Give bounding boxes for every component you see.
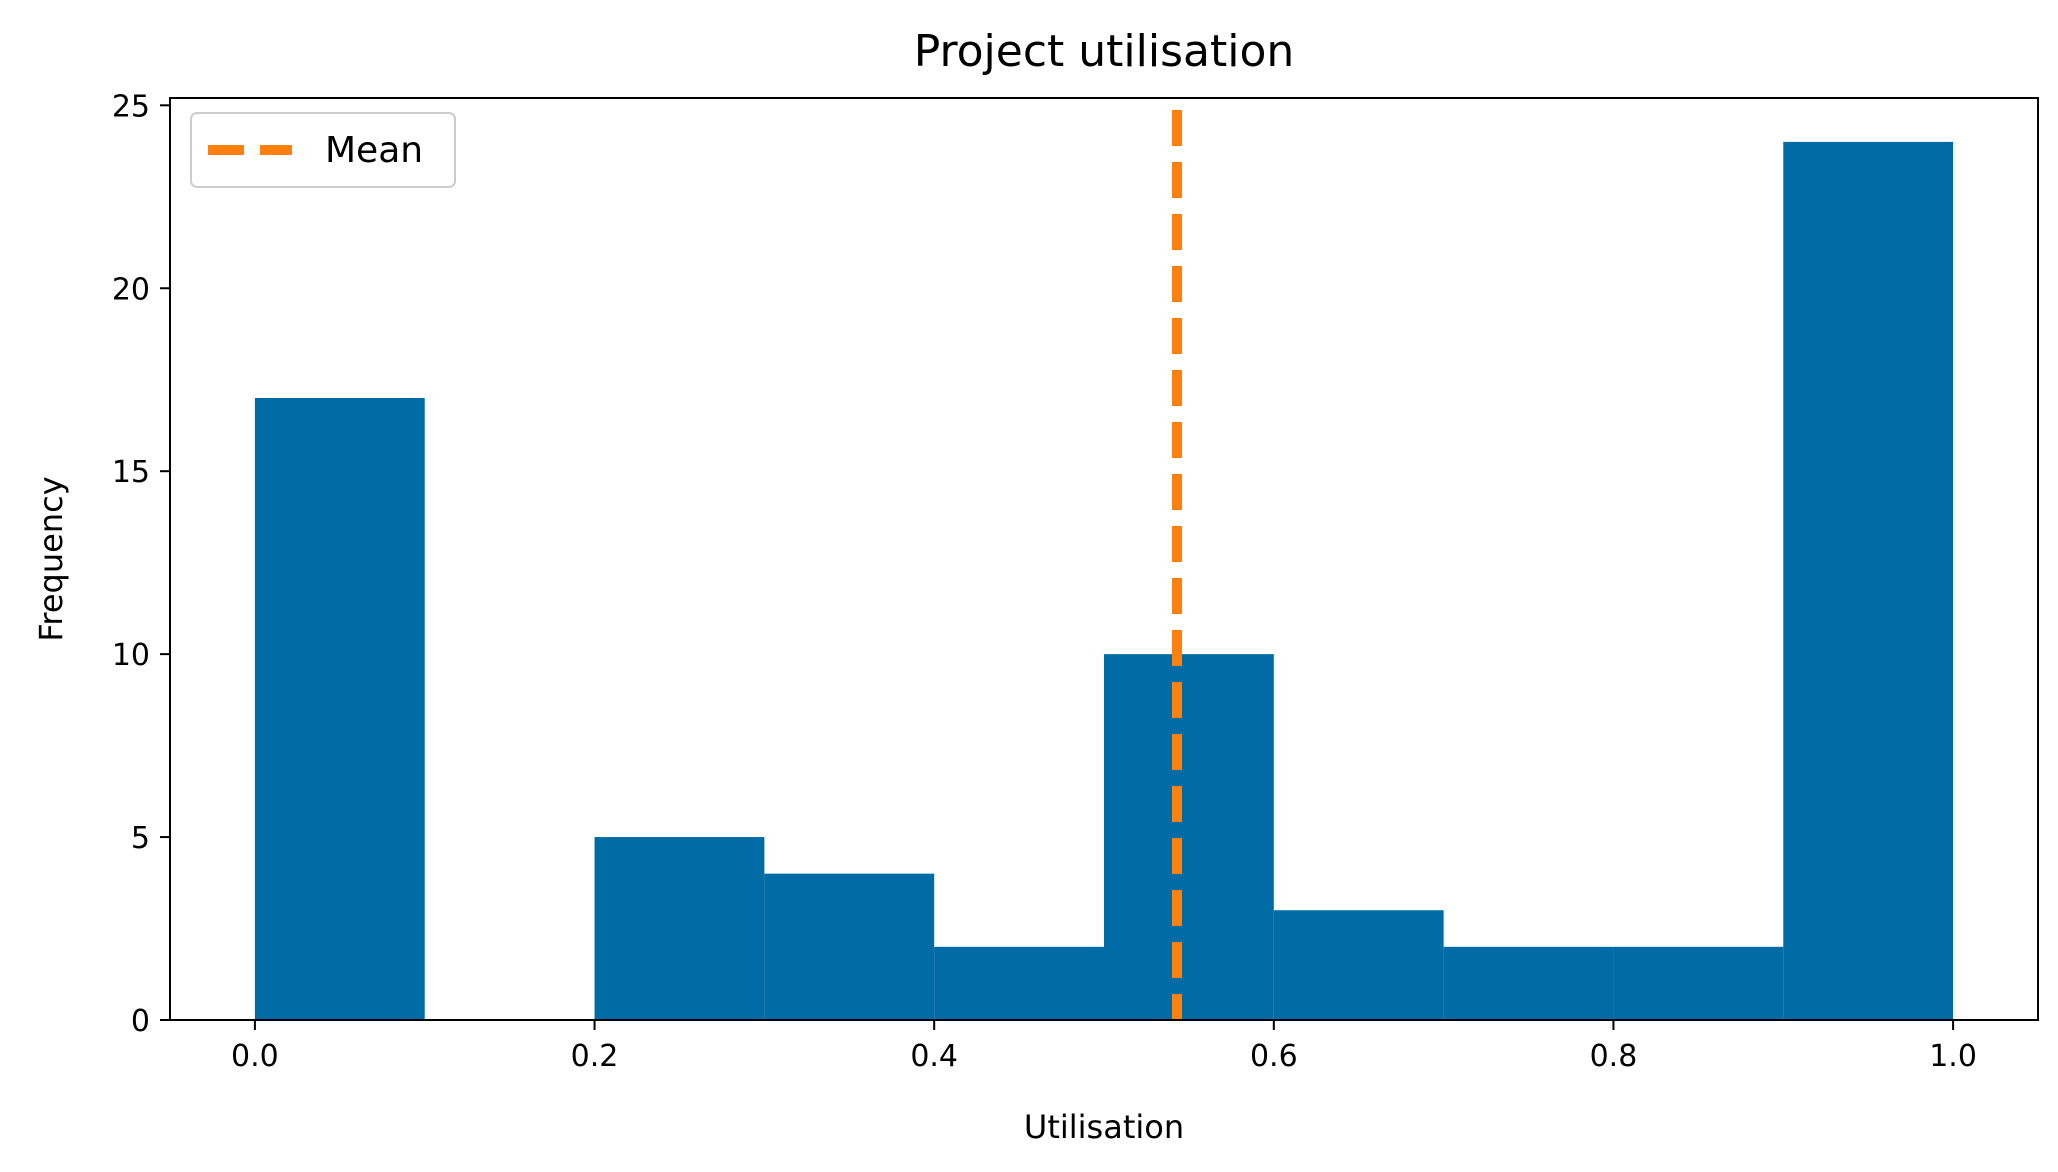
histogram-bar: [1443, 946, 1614, 1020]
histogram-bar: [1273, 910, 1444, 1020]
x-axis-label: Utilisation: [1024, 1108, 1184, 1146]
histogram-bar: [594, 837, 765, 1020]
histogram-bar: [1104, 654, 1274, 1020]
legend-mean-label: Mean: [325, 130, 423, 171]
histogram-bar: [764, 873, 935, 1020]
y-tick-label: 5: [131, 821, 150, 856]
y-axis-ticks: 0 5 10 15 20 25: [112, 89, 170, 1039]
histogram-bar: [254, 398, 425, 1020]
legend: Mean: [190, 112, 456, 188]
x-tick-label: 0.4: [910, 1039, 958, 1074]
x-axis-ticks: 0.0 0.2 0.4 0.6 0.8 1.0: [231, 1020, 1977, 1074]
histogram-bar: [1613, 946, 1784, 1020]
y-tick-label: 10: [112, 638, 150, 673]
chart-title: Project utilisation: [914, 26, 1295, 77]
x-tick-label: 1.0: [1929, 1039, 1977, 1074]
y-tick-label: 25: [112, 89, 150, 124]
y-tick-label: 0: [131, 1004, 150, 1039]
x-tick-label: 0.8: [1590, 1039, 1638, 1074]
y-tick-label: 20: [112, 272, 150, 307]
plot-frame: [169, 97, 2039, 1021]
y-tick-label: 15: [112, 455, 150, 490]
x-tick-label: 0.6: [1250, 1039, 1298, 1074]
x-tick-label: 0.2: [571, 1039, 619, 1074]
histogram-bar: [1783, 141, 1954, 1020]
histogram-bars: [254, 141, 1954, 1020]
histogram-bar: [934, 946, 1104, 1020]
x-tick-label: 0.0: [231, 1039, 279, 1074]
legend-box: [190, 112, 456, 188]
y-axis-label: Frequency: [32, 476, 70, 641]
